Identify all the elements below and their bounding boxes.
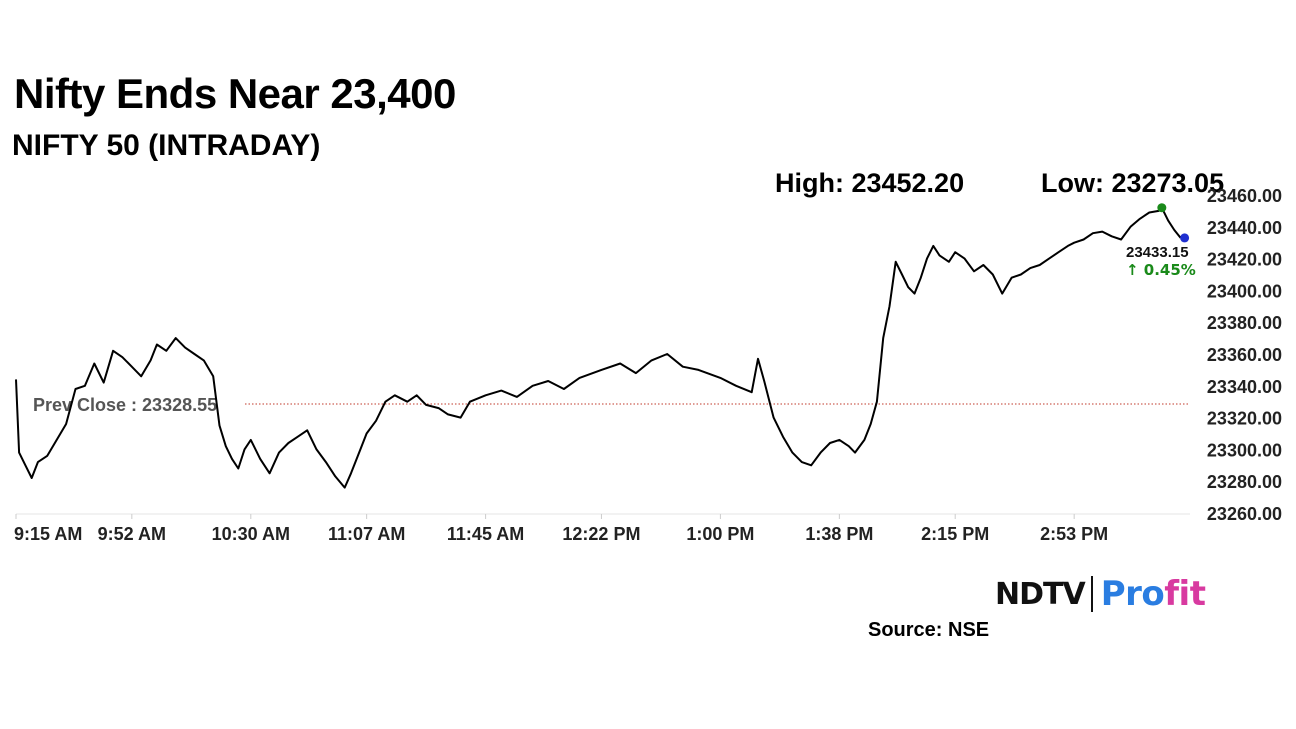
page-title: Nifty Ends Near 23,400 (14, 70, 456, 117)
price-line-series (15, 206, 1182, 489)
low-value: Low: 23273.05 (1041, 168, 1225, 198)
brand-profit-a: Pro (1100, 574, 1165, 614)
chart-subtitle: NIFTY 50 (INTRADAY) (12, 129, 321, 162)
brand-ndtv: NDTV (995, 576, 1086, 612)
x-tick-label: 10:30 AM (212, 524, 290, 544)
y-tick-label: 23280.00 (1207, 472, 1282, 492)
x-tick-label: 11:45 AM (447, 524, 524, 544)
x-tick-label: 2:15 PM (921, 524, 989, 544)
y-tick-label: 23360.00 (1207, 345, 1282, 365)
x-tick-label: 11:07 AM (328, 524, 405, 544)
y-tick-label: 23440.00 (1207, 218, 1282, 238)
y-tick-label: 23400.00 (1207, 281, 1282, 301)
high-marker (1157, 203, 1167, 213)
y-tick-label: 23260.00 (1207, 504, 1282, 524)
x-tick-label: 2:53 PM (1040, 524, 1108, 544)
y-tick-label: 23320.00 (1207, 409, 1282, 429)
source-note: Source: NSE (868, 619, 990, 641)
prev-close-label: Prev Close : 23328.55 (33, 395, 217, 415)
high-value: High: 23452.20 (775, 168, 965, 198)
brand-profit: Profit (1101, 574, 1206, 614)
y-tick-label: 23420.00 (1207, 250, 1282, 270)
brand-profit-b: fit (1164, 574, 1206, 614)
brand-separator (1090, 576, 1093, 612)
x-tick-label: 9:15 AM (14, 524, 82, 544)
y-tick-label: 23460.00 (1207, 186, 1282, 206)
y-tick-label: 23300.00 (1207, 440, 1282, 460)
last-price-marker (1180, 233, 1190, 243)
x-tick-label: 1:38 PM (805, 524, 873, 544)
x-tick-label: 12:22 PM (562, 524, 640, 544)
ndtv-profit-logo: NDTV Profit (995, 574, 1206, 614)
y-tick-label: 23340.00 (1207, 377, 1282, 397)
last-price-label: 23433.15 (1126, 244, 1189, 261)
y-tick-label: 23380.00 (1207, 313, 1282, 333)
change-percent-label: ↑ 0.45% (1126, 261, 1196, 279)
x-tick-label: 9:52 AM (98, 524, 166, 544)
x-tick-label: 1:00 PM (686, 524, 754, 544)
